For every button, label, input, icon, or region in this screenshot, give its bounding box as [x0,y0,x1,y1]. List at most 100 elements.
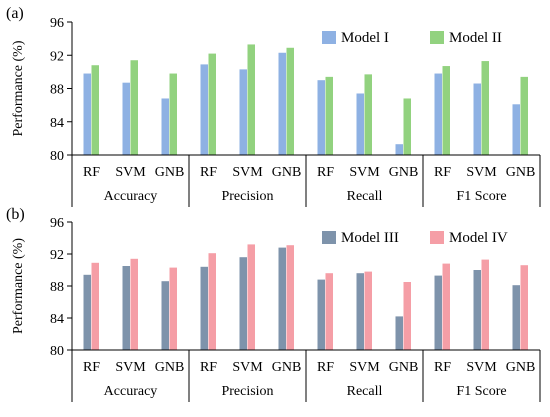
bar [278,52,286,155]
group-label: F1 Score [456,384,506,399]
chart-panel-b: (b) Performance (%) 80 84 88 92 96 RF SVM GNB RF SV… [6,206,541,402]
y-tick-label: 96 [50,216,64,231]
bar [239,257,247,350]
bar [83,274,91,350]
bar [473,270,481,350]
y-tick-label: 80 [50,149,64,164]
x-tick-label: GNB [506,165,536,180]
bar [161,98,169,155]
bar [434,275,442,350]
bar [169,267,177,350]
legend-swatch [430,231,444,244]
legend-swatch [322,231,336,244]
x-tick-label: SVM [466,360,497,375]
bar [130,258,138,350]
bar [403,98,411,155]
x-tick-label: GNB [155,360,185,375]
group-label: Accuracy [104,189,158,204]
group-label: Recall [347,384,383,399]
x-tick-label: SVM [232,165,263,180]
bar [317,279,325,350]
bar [481,61,489,155]
bar [122,82,130,155]
x-tick-label: GNB [272,360,302,375]
x-tick-label: RF [317,165,334,180]
bar [247,44,255,155]
bar [395,316,403,350]
bar [91,262,99,350]
group-label: Precision [221,189,273,204]
bar [325,273,333,350]
bar [247,244,255,350]
bar [325,76,333,155]
x-tick-label: RF [317,360,334,375]
legend-swatch [322,31,336,44]
bar [83,73,91,155]
x-tick-label: GNB [389,165,419,180]
bar [356,93,364,155]
legend-swatch [430,31,444,44]
legend-label: Model III [341,230,399,246]
x-tick-label: GNB [506,360,536,375]
x-tick-label: RF [83,360,100,375]
x-tick-label: SVM [232,360,263,375]
bar [442,263,450,350]
bar [520,265,528,350]
x-tick-label: RF [434,165,451,180]
y-tick-label: 84 [50,116,64,131]
group-label: F1 Score [456,189,506,204]
y-tick-label: 80 [50,344,64,359]
y-tick-label: 96 [50,16,64,31]
bar [512,285,520,350]
bar [481,259,489,350]
bar [122,266,130,350]
bar [442,66,450,155]
bar [356,273,364,350]
bar [200,266,208,350]
panel-label: (a) [6,5,24,22]
bar [473,83,481,155]
bar [364,271,372,350]
group-label: Accuracy [104,384,158,399]
y-tick-label: 92 [50,49,64,64]
x-tick-label: GNB [155,165,185,180]
x-tick-label: GNB [272,165,302,180]
y-tick-label: 88 [50,280,64,295]
legend-label: Model II [449,30,502,46]
x-tick-label: SVM [349,360,380,375]
bar [395,144,403,155]
y-axis-title: Performance (%) [11,40,26,136]
bar [200,64,208,155]
bar [364,74,372,155]
bar [286,47,294,155]
bar [278,247,286,350]
x-tick-label: SVM [115,360,146,375]
group-label: Recall [347,189,383,204]
x-tick-label: SVM [115,165,146,180]
panel-label: (b) [6,206,25,223]
bar [239,69,247,155]
legend-label: Model IV [449,230,508,246]
x-tick-label: GNB [389,360,419,375]
chart-panel-a: (a) Performance (%) 80 84 88 92 96 RF SVM GNB RF SV… [6,5,541,207]
bar [434,73,442,155]
bar [512,104,520,155]
x-tick-label: RF [83,165,100,180]
group-label: Precision [221,384,273,399]
x-tick-label: RF [200,165,217,180]
bar [91,65,99,155]
bar [130,60,138,155]
y-tick-label: 88 [50,83,64,98]
bar [317,80,325,155]
bar [208,253,216,350]
bar [286,245,294,350]
x-tick-label: SVM [349,165,380,180]
bar [169,73,177,155]
bar [161,281,169,350]
y-axis-title: Performance (%) [11,238,26,334]
legend-label: Model I [341,30,389,46]
x-tick-label: RF [200,360,217,375]
x-tick-label: SVM [466,165,497,180]
bar [208,53,216,155]
